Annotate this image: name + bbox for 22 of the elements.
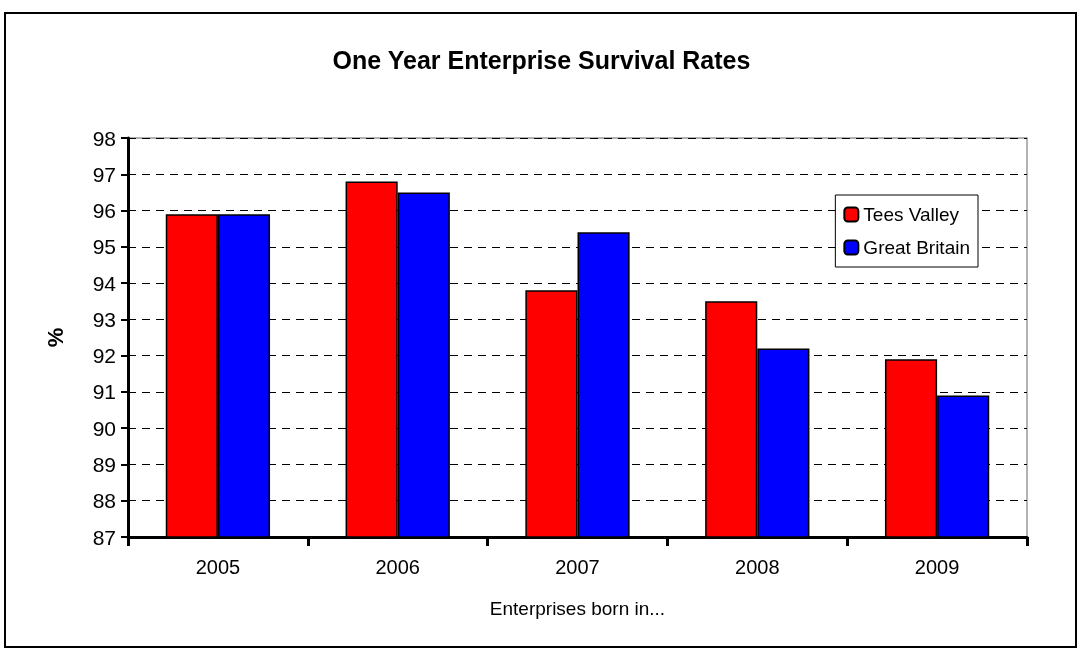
x-tick-label: 2007 <box>555 556 600 578</box>
y-tick-label: 90 <box>92 416 116 440</box>
y-tick-label: 93 <box>92 307 116 331</box>
chart-title: One Year Enterprise Survival Rates <box>332 45 751 74</box>
y-tick-label: 88 <box>92 489 116 513</box>
x-tick-label: 2006 <box>375 556 420 578</box>
y-tick-label: 94 <box>92 271 117 295</box>
y-axis-title: % <box>42 327 68 348</box>
y-tick-label: 87 <box>92 525 116 549</box>
x-axis-title: Enterprises born in... <box>489 598 666 619</box>
y-tick-label: 96 <box>92 199 116 223</box>
y-tick-label: 97 <box>92 162 116 186</box>
legend-label: Tees Valley <box>863 204 960 225</box>
y-tick-label: 95 <box>92 235 116 259</box>
y-tick-label: 92 <box>92 344 116 368</box>
y-tick-label: 98 <box>92 126 116 150</box>
legend-label: Great Britain <box>863 237 970 258</box>
y-tick-label: 91 <box>92 380 116 404</box>
x-tick-label: 2009 <box>914 556 960 578</box>
y-tick-label: 89 <box>92 452 116 476</box>
x-tick-label: 2005 <box>195 556 241 578</box>
x-tick-label: 2008 <box>735 556 780 578</box>
